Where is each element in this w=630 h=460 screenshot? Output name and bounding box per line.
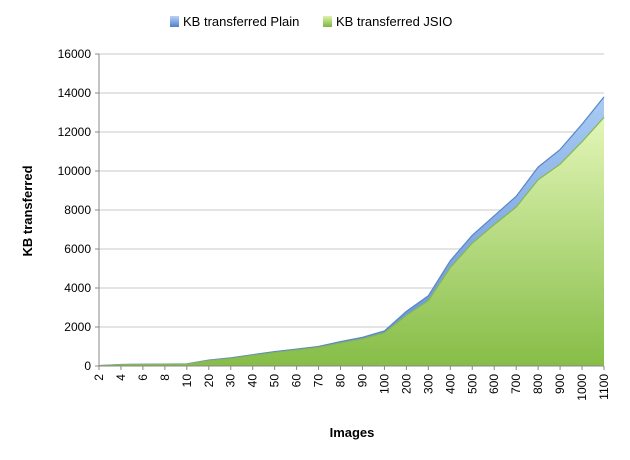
y-tick-label: 6000: [64, 242, 91, 256]
x-tick-label: 60: [290, 374, 304, 388]
axes: [95, 53, 605, 370]
x-tick-label: 800: [531, 374, 545, 394]
x-tick-label: 900: [553, 374, 567, 394]
x-tick-label: 90: [355, 374, 369, 388]
y-tick-label: 12000: [58, 125, 92, 139]
legend: KB transferred Plain KB transferred JSIO: [170, 14, 452, 29]
x-tick-label: 2: [92, 374, 106, 381]
legend-item-plain: KB transferred Plain: [170, 14, 299, 29]
y-tick-label: 4000: [64, 281, 91, 295]
x-tick-label: 500: [465, 374, 479, 394]
legend-swatch-jsio: [323, 16, 332, 27]
x-tick-label: 400: [443, 374, 457, 394]
y-tick-label: 2000: [64, 320, 91, 334]
line-series-jsio: [98, 116, 605, 367]
x-tick-labels: 2 4 6 8 10 20 30 40 50 60 70 80 90 100 200 300 400 500 600…: [92, 374, 611, 401]
x-tick-label: 200: [399, 374, 413, 394]
y-tick-labels: 0 2000 4000 6000 8000 10000 12000 14000 16000: [58, 47, 92, 373]
area-series-jsio: [99, 117, 604, 366]
plot-areas: [98, 96, 605, 367]
x-tick-label: 20: [202, 374, 216, 388]
legend-label-plain: KB transferred Plain: [183, 14, 299, 29]
legend-label-jsio: KB transferred JSIO: [336, 14, 452, 29]
gridlines: [99, 53, 604, 328]
x-tick-label: 50: [268, 374, 282, 388]
y-tick-label: 8000: [64, 203, 91, 217]
x-tick-label: 8: [158, 374, 172, 381]
x-tick-label: 600: [487, 374, 501, 394]
x-tick-label: 10: [180, 374, 194, 388]
legend-item-jsio: KB transferred JSIO: [323, 14, 452, 29]
x-tick-label: 40: [246, 374, 260, 388]
x-tick-label: 300: [421, 374, 435, 394]
x-tick-label: 1100: [597, 374, 611, 400]
x-tick-label: 6: [136, 374, 150, 381]
x-tick-label: 70: [312, 374, 326, 388]
x-tick-label: 700: [509, 374, 523, 394]
y-tick-label: 0: [84, 359, 91, 373]
y-axis-title: KB transferred: [20, 165, 35, 256]
x-tick-label: 30: [224, 374, 238, 388]
x-tick-label: 4: [114, 374, 128, 381]
y-tick-label: 16000: [58, 47, 92, 61]
y-tick-label: 14000: [58, 86, 92, 100]
x-axis-title: Images: [330, 425, 375, 440]
x-tick-label: 80: [334, 374, 348, 388]
x-tick-label: 100: [377, 374, 391, 394]
x-tick-label: 1000: [575, 374, 589, 401]
legend-swatch-plain: [170, 16, 179, 27]
y-tick-label: 10000: [58, 164, 92, 178]
